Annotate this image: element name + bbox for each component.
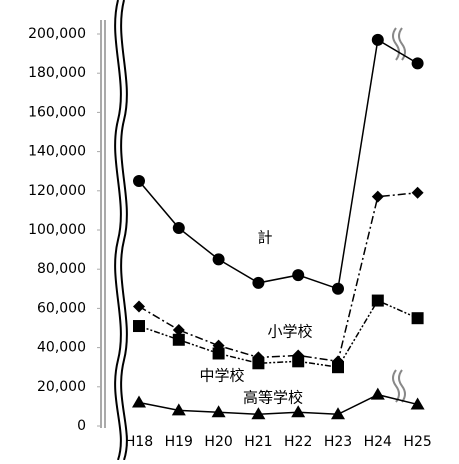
x-tick-label: H25	[403, 434, 431, 450]
data-point	[172, 333, 185, 346]
data-point	[371, 190, 384, 203]
y-tick-label: 40,000	[37, 340, 86, 356]
data-point	[292, 355, 305, 368]
y-tick-label: 20,000	[37, 379, 86, 395]
data-point	[212, 347, 225, 360]
data-point	[292, 269, 305, 282]
y-tick-label: 60,000	[37, 300, 86, 316]
series-line	[138, 192, 418, 363]
data-point	[332, 361, 344, 374]
data-point	[251, 407, 266, 420]
y-tick-label: 120,000	[28, 183, 86, 199]
x-tick-label: H22	[284, 434, 312, 450]
data-point	[410, 397, 425, 410]
data-point	[212, 253, 225, 266]
x-tick-label: H23	[324, 434, 352, 450]
x-tick-label: H18	[125, 434, 153, 450]
data-point	[370, 387, 385, 400]
y-tick-label: 160,000	[28, 104, 86, 120]
axis-break	[114, 0, 122, 461]
y-tick-label: 180,000	[28, 65, 86, 81]
y-tick-label: 140,000	[28, 144, 86, 160]
series-line	[138, 299, 418, 369]
data-point	[171, 403, 186, 416]
data-point	[252, 276, 265, 289]
break-mark	[392, 369, 406, 403]
y-tick-label: 200,000	[28, 26, 86, 42]
series-label: 高等学校	[243, 389, 303, 407]
y-tick-label: 0	[77, 418, 86, 434]
data-point	[172, 323, 185, 336]
series-line	[138, 393, 418, 415]
data-point	[133, 300, 145, 313]
data-point	[411, 312, 424, 325]
axis-break	[120, 0, 128, 461]
y-tick-label: 80,000	[37, 261, 86, 277]
series-label: 中学校	[199, 367, 244, 385]
x-tick-label: H19	[165, 434, 193, 450]
data-point	[411, 57, 424, 70]
data-point	[133, 175, 145, 187]
data-point	[332, 282, 344, 295]
data-point	[132, 395, 146, 408]
data-point	[172, 222, 185, 235]
data-point	[371, 33, 384, 46]
data-point	[133, 320, 145, 333]
x-tick-label: H24	[364, 434, 392, 450]
y-tick-label: 100,000	[28, 222, 86, 238]
x-tick-label: H20	[204, 434, 232, 450]
data-point	[211, 405, 226, 418]
data-point	[331, 407, 345, 420]
x-tick-label: H21	[244, 434, 272, 450]
data-point	[291, 405, 306, 418]
series-line	[138, 38, 418, 290]
series-label: 計	[257, 229, 272, 247]
series-label: 小学校	[267, 323, 312, 341]
data-point	[411, 186, 424, 199]
data-point	[252, 357, 265, 370]
data-point	[371, 294, 384, 307]
